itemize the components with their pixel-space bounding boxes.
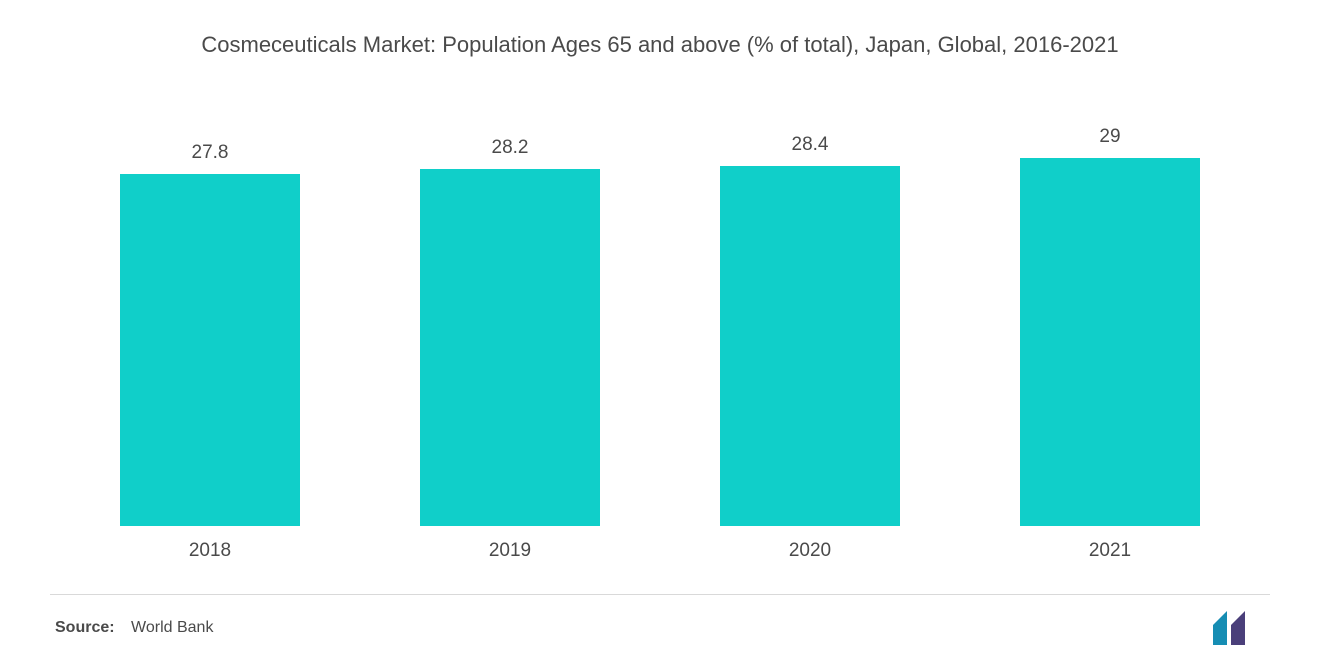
x-axis-labels: 2018 2019 2020 2021: [50, 540, 1270, 562]
bar-group-0: 27.8: [78, 142, 342, 526]
bar: [1020, 158, 1200, 525]
x-label: 2018: [78, 540, 342, 562]
bar-value: 27.8: [192, 142, 229, 164]
x-label: 2020: [678, 540, 942, 562]
bar-group-3: 29: [978, 126, 1242, 525]
chart-container: Cosmeceuticals Market: Population Ages 6…: [0, 0, 1320, 665]
bar-group-1: 28.2: [378, 137, 642, 526]
bar-value: 28.2: [492, 137, 529, 159]
x-label: 2021: [978, 540, 1242, 562]
bar: [720, 166, 900, 526]
bar-group-2: 28.4: [678, 134, 942, 526]
bar: [420, 169, 600, 526]
bar: [120, 174, 300, 526]
x-label: 2019: [378, 540, 642, 562]
plot-area: 27.8 28.2 28.4 29: [50, 106, 1270, 526]
bar-value: 28.4: [792, 134, 829, 156]
source-attribution: Source: World Bank: [55, 619, 213, 637]
footer-divider: [50, 594, 1270, 595]
bar-value: 29: [1099, 126, 1120, 148]
source-label: Source:: [55, 619, 115, 636]
brand-logo-icon: [1213, 611, 1265, 645]
chart-title: Cosmeceuticals Market: Population Ages 6…: [50, 30, 1270, 61]
source-value: World Bank: [131, 619, 213, 636]
